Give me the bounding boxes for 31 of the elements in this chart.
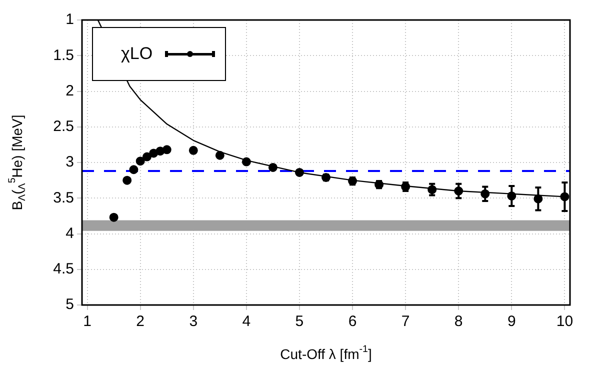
y-tick-label: 1 [66, 11, 74, 28]
x-tick-label: 6 [348, 313, 357, 330]
point [109, 212, 118, 222]
y-tick-label: 4 [66, 224, 74, 242]
y-tick-label: 2 [66, 82, 74, 100]
y-axis-title: BΛ(Λ5He) [MeV] [7, 114, 28, 210]
x-tick-label: 7 [401, 313, 410, 330]
y-tick-label: 2.5 [53, 118, 74, 136]
y-tick-label: 1.5 [53, 46, 74, 64]
x-tick-label: 9 [507, 313, 516, 330]
y-tick-label: 5 [66, 296, 74, 314]
y-tick-label: 3 [66, 154, 74, 171]
x-tick-label: 5 [295, 313, 304, 330]
x-tick-label: 8 [454, 313, 463, 330]
point [162, 145, 172, 154]
x-tick-label: 10 [556, 313, 574, 330]
point [268, 162, 278, 172]
point [129, 165, 138, 174]
point [215, 150, 224, 160]
x-tick-label: 1 [83, 313, 92, 330]
point [188, 146, 198, 155]
x-tick-label: 2 [136, 313, 145, 330]
point [142, 152, 152, 162]
x-tick-label: 3 [189, 313, 198, 330]
point [136, 156, 145, 166]
x-tick-label: 4 [242, 313, 251, 330]
point [122, 176, 132, 185]
point [242, 157, 251, 166]
y-tick-label: 3.5 [53, 189, 74, 206]
legend-label: χLO [121, 43, 153, 65]
y-tick-label: 4.5 [53, 260, 74, 278]
